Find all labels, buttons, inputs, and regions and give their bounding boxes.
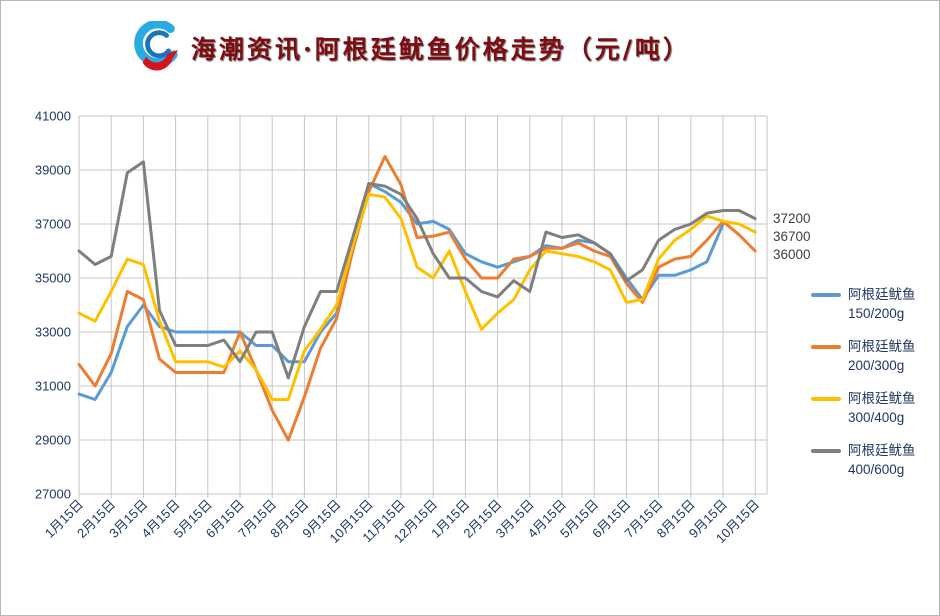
- logo-dark-blue-arc: [145, 30, 171, 59]
- haichao-wave-logo: [134, 21, 179, 71]
- legend-line-swatch: [811, 397, 841, 401]
- chart-title: 海潮资讯·阿根廷鱿鱼价格走势（元/吨）: [191, 35, 691, 64]
- y-axis-tick-label: 39000: [35, 163, 71, 178]
- y-axis-tick-label: 27000: [35, 487, 71, 502]
- series-end-value-label: 36700: [773, 229, 811, 244]
- y-axis-tick-label: 41000: [35, 109, 71, 124]
- chart-legend: 阿根廷鱿鱼 150/200g 阿根廷鱿鱼 200/300g 阿根廷鱿鱼 300/400g 阿…: [811, 285, 916, 479]
- series-end-value-label: 36000: [773, 247, 811, 262]
- y-axis-tick-label: 35000: [35, 271, 71, 286]
- legend-item: 阿根廷鱿鱼 400/600g: [811, 441, 916, 479]
- y-axis-tick-label: 29000: [35, 433, 71, 448]
- legend-item-label: 阿根廷鱿鱼 400/600g: [848, 443, 916, 477]
- series-line: [77, 192, 757, 401]
- legend-item: 阿根廷鱿鱼 150/200g: [811, 285, 916, 323]
- y-axis-tick-label: 33000: [35, 325, 71, 340]
- y-axis-tick-label: 31000: [35, 379, 71, 394]
- legend-item-label: 阿根廷鱿鱼 200/300g: [848, 339, 916, 373]
- legend-line-swatch: [811, 449, 841, 453]
- title-row: 海潮资讯·阿根廷鱿鱼价格走势（元/吨）: [131, 21, 691, 75]
- legend-line-swatch: [811, 293, 841, 297]
- series-line: [77, 155, 757, 442]
- legend-item: 阿根廷鱿鱼 300/400g: [811, 389, 916, 427]
- series-line: [77, 160, 757, 380]
- y-axis-tick-label: 37000: [35, 217, 71, 232]
- legend-item-label: 阿根廷鱿鱼 300/400g: [848, 391, 916, 425]
- legend-item: 阿根廷鱿鱼 200/300g: [811, 337, 916, 375]
- legend-item-label: 阿根廷鱿鱼 150/200g: [848, 287, 916, 321]
- logo-red-swirl: [142, 49, 179, 71]
- legend-line-swatch: [811, 345, 841, 349]
- series-end-value-label: 37200: [773, 211, 811, 226]
